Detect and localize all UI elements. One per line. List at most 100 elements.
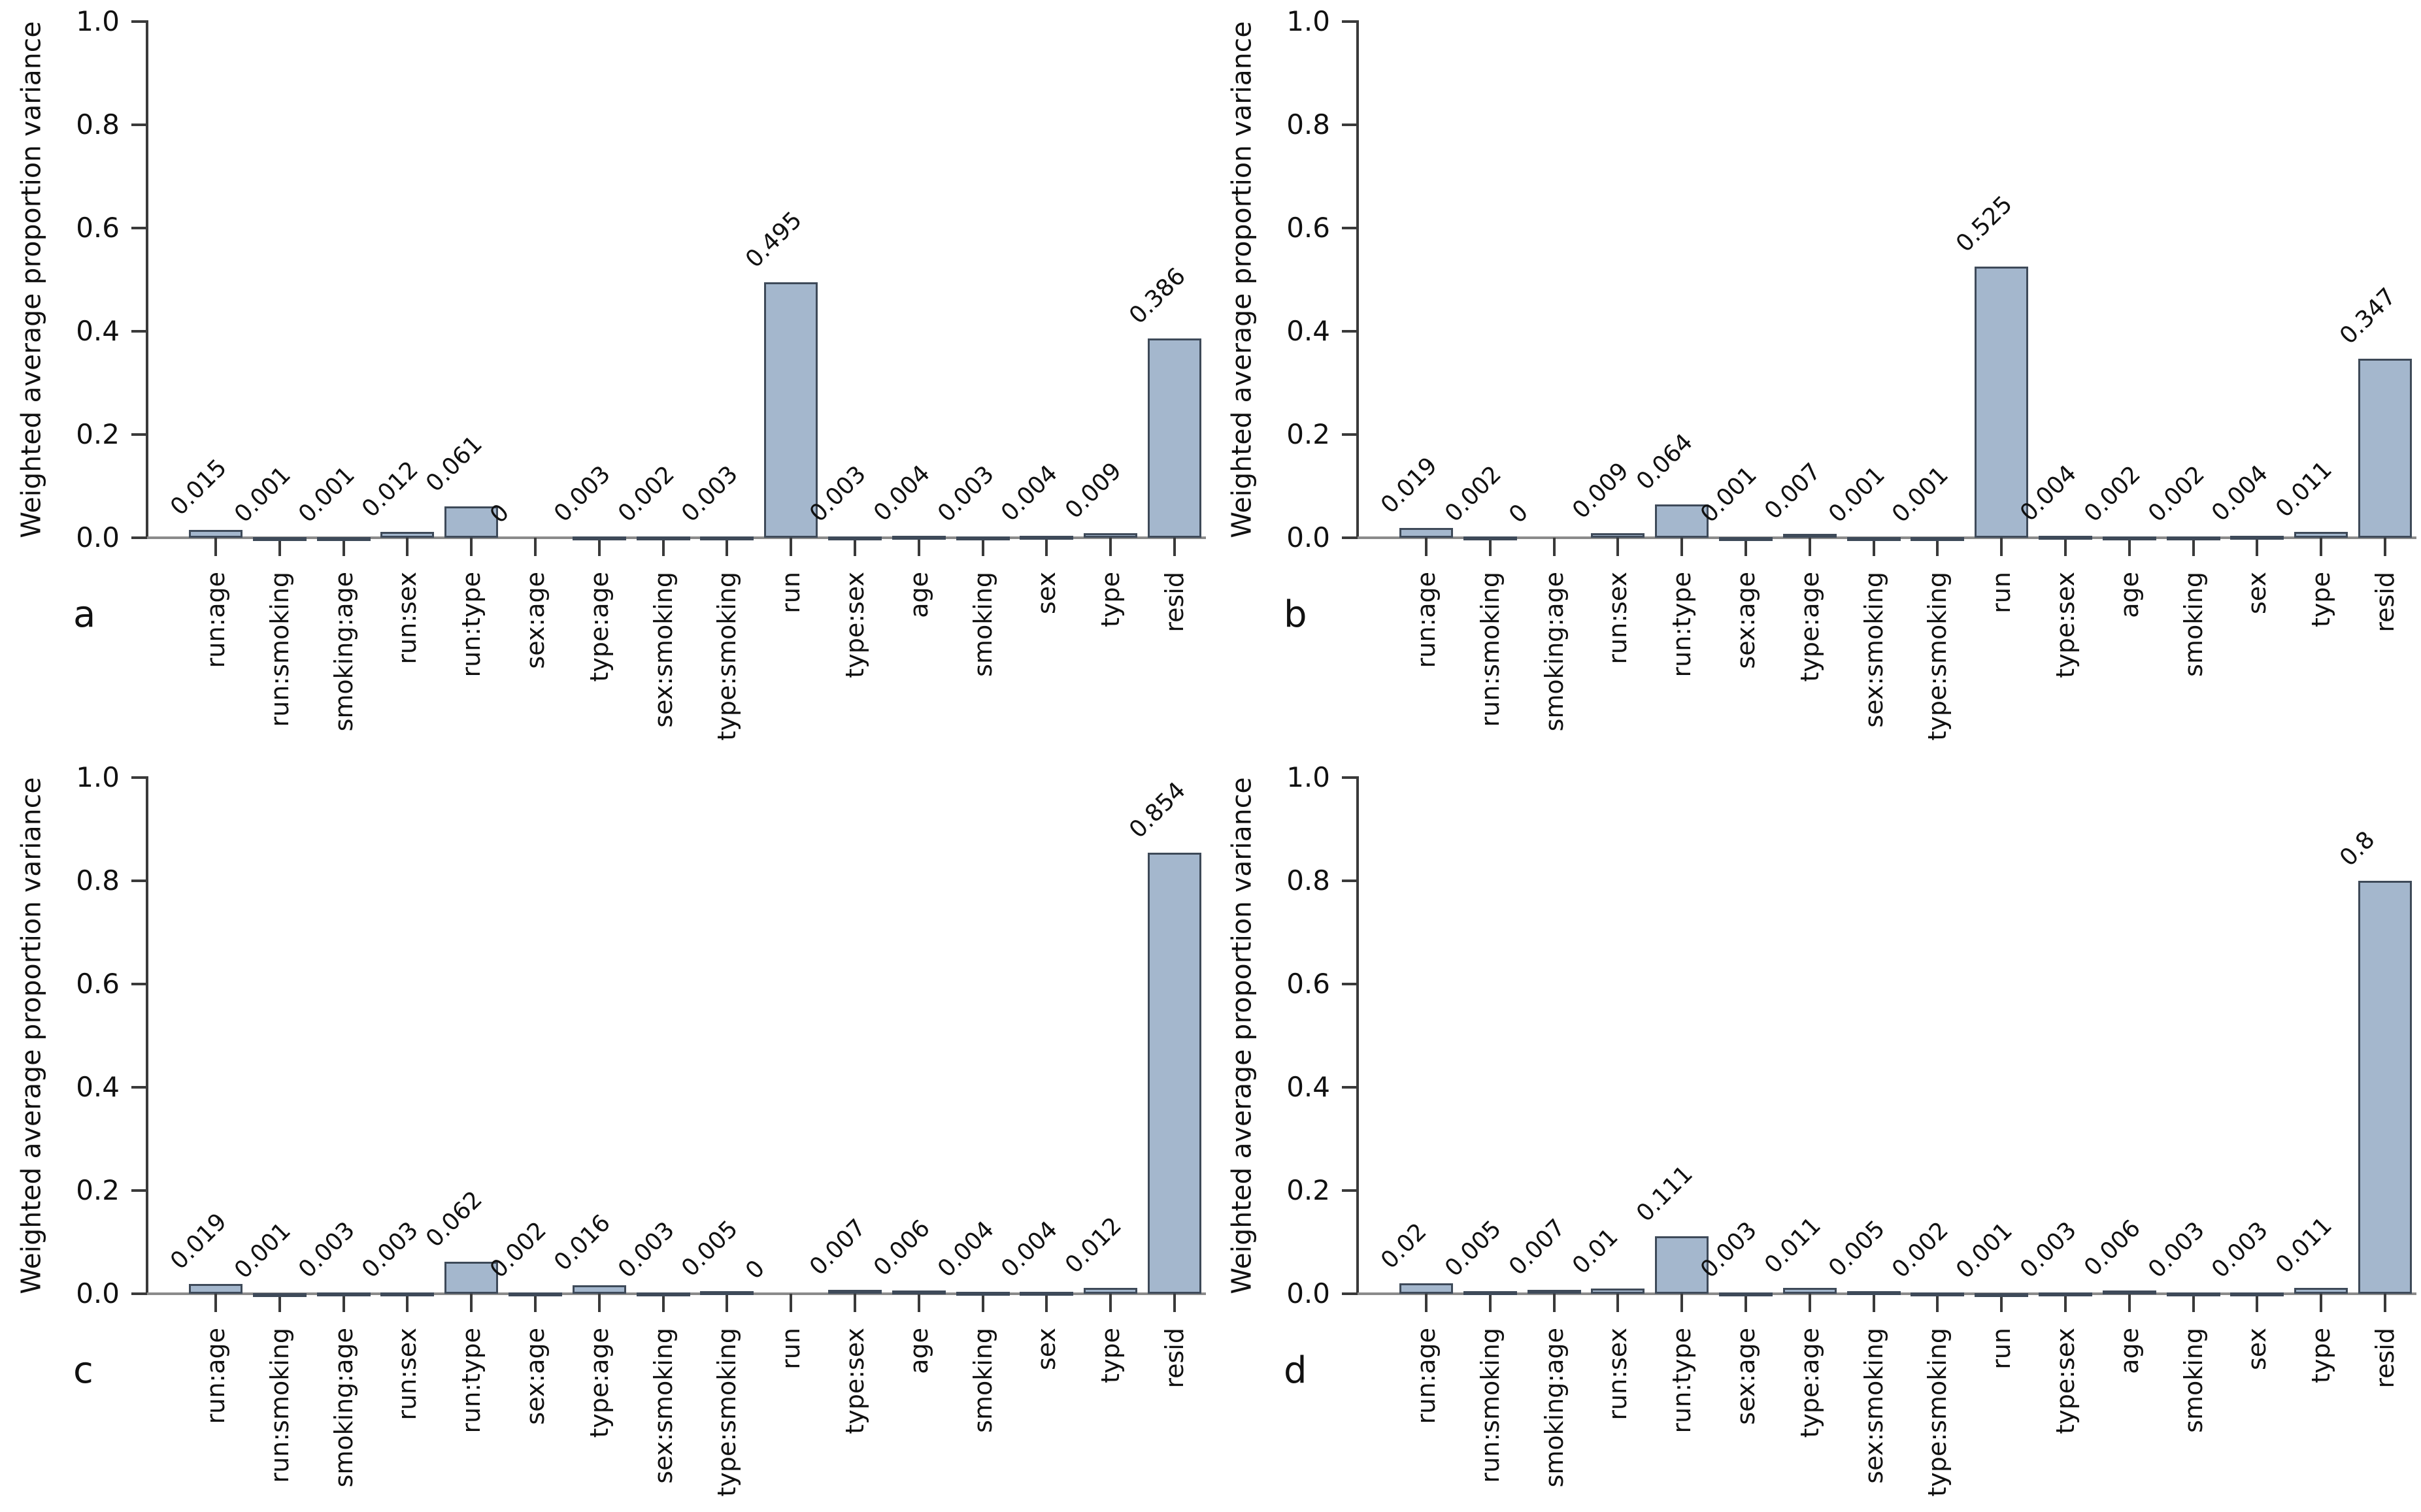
bar	[2039, 1292, 2092, 1296]
y-tick-mark	[131, 433, 147, 436]
bar-value-label: 0.003	[2207, 1217, 2274, 1283]
x-tick-mark	[1872, 538, 1875, 556]
category-label: type:smoking	[712, 1328, 742, 1497]
y-tick-label: 0.4	[1286, 1071, 1330, 1103]
category-label: run:smoking	[1475, 1328, 1505, 1483]
bar	[1020, 1292, 1074, 1296]
bar-value-label: 0.019	[1376, 452, 1443, 519]
y-tick-label: 0.0	[1286, 1277, 1330, 1309]
bar-value-label: 0.005	[1439, 1215, 1507, 1282]
y-tick-label: 0.6	[76, 968, 120, 1000]
category-label: sex:age	[1731, 572, 1760, 669]
bar	[1911, 1292, 1965, 1296]
category-label: type:age	[584, 1328, 614, 1438]
category-label: run:sex	[1603, 572, 1633, 665]
bar-value-label: 0.386	[1124, 263, 1191, 329]
category-label: smoking:age	[1539, 572, 1569, 732]
category-label: run:age	[1412, 1328, 1441, 1424]
bar	[636, 1292, 690, 1296]
category-label: type:smoking	[1923, 1328, 1952, 1497]
x-tick-mark	[917, 538, 920, 556]
category-label: type:age	[584, 572, 614, 682]
y-tick-mark	[1342, 123, 1358, 126]
y-tick-mark	[1342, 879, 1358, 882]
category-label: type	[2307, 572, 2336, 627]
category-label: smoking:age	[1539, 1328, 1569, 1488]
y-axis-line	[1356, 20, 1359, 539]
x-tick-mark	[1808, 538, 1811, 556]
bar-value-label: 0.004	[868, 460, 935, 527]
y-tick-mark	[131, 20, 147, 23]
x-tick-mark	[2128, 538, 2131, 556]
x-tick-mark	[854, 1294, 856, 1312]
x-tick-mark	[790, 1294, 793, 1312]
y-tick-label: 0.2	[76, 418, 120, 450]
category-label: sex:smoking	[1859, 572, 1888, 728]
x-tick-mark	[2384, 1294, 2386, 1312]
bar-value-label: 0.016	[548, 1209, 616, 1276]
x-tick-mark	[342, 1294, 345, 1312]
category-label: run	[776, 1328, 806, 1370]
bar	[572, 536, 626, 540]
y-tick-label: 0.4	[76, 315, 120, 347]
category-label: sex:smoking	[648, 572, 678, 728]
y-axis-title-wrap: Weighted average proportion variance	[1210, 777, 1273, 1294]
y-axis-title: Weighted average proportion variance	[1226, 21, 1258, 538]
category-label: run:sex	[1603, 1328, 1633, 1421]
category-label: type	[1096, 1328, 1126, 1383]
bar-value-label: 0.003	[612, 1217, 680, 1283]
bar-value-label: 0.01	[1567, 1223, 1624, 1279]
x-tick-mark	[1109, 538, 1112, 556]
x-tick-mark	[2320, 1294, 2323, 1312]
bar-value-label: 0.005	[1823, 1215, 1890, 1282]
bar	[252, 1293, 307, 1297]
category-label: smoking:age	[329, 1328, 358, 1488]
bar	[444, 1262, 499, 1294]
bar	[1084, 533, 1138, 538]
bar	[316, 537, 371, 541]
bar-value-label: 0.064	[1631, 429, 1699, 495]
category-label: sex	[1032, 572, 1061, 614]
x-tick-mark	[661, 538, 665, 556]
bar-value-label: 0.006	[868, 1215, 935, 1281]
bar	[1463, 536, 1517, 540]
x-tick-mark	[981, 538, 984, 556]
y-tick-label: 1.0	[1286, 5, 1330, 37]
bar-value-label: 0.003	[2015, 1217, 2082, 1283]
bar	[700, 1291, 754, 1295]
y-tick-mark	[1342, 776, 1358, 779]
bar-value-label: 0.8	[2335, 826, 2380, 872]
panel-letter: b	[1284, 593, 1307, 636]
y-tick-mark	[1342, 20, 1358, 23]
y-tick-mark	[1342, 433, 1358, 436]
y-tick-label: 0.6	[1286, 212, 1330, 244]
x-tick-mark	[2256, 538, 2259, 556]
bar	[2230, 1292, 2284, 1296]
category-label: resid	[2371, 572, 2399, 633]
x-tick-mark	[854, 538, 856, 556]
x-tick-mark	[1745, 538, 1747, 556]
bar-value-label: 0.001	[1887, 461, 1954, 528]
category-label: type:smoking	[1923, 572, 1952, 741]
panel-letter: a	[73, 593, 96, 636]
bar	[828, 1290, 882, 1294]
category-label: run	[1987, 1328, 2016, 1370]
category-label: type	[2307, 1328, 2336, 1383]
category-label: smoking:age	[329, 572, 358, 732]
x-tick-mark	[661, 1294, 665, 1312]
category-label: run:smoking	[1475, 572, 1505, 727]
bar-value-label: 0.002	[2143, 461, 2210, 527]
y-tick-label: 0.8	[1286, 864, 1330, 896]
category-label: sex	[2243, 1328, 2272, 1370]
x-tick-mark	[790, 538, 793, 556]
y-tick-mark	[1342, 1189, 1358, 1192]
x-tick-mark	[1745, 1294, 1747, 1312]
category-label: resid	[1160, 572, 1189, 633]
bar	[509, 1292, 562, 1296]
panel-letter: c	[73, 1349, 93, 1392]
x-tick-mark	[1552, 538, 1556, 556]
category-label: smoking	[968, 1328, 997, 1433]
y-tick-label: 0.4	[1286, 315, 1330, 347]
category-label: sex:age	[521, 572, 550, 669]
bar	[2102, 536, 2156, 540]
